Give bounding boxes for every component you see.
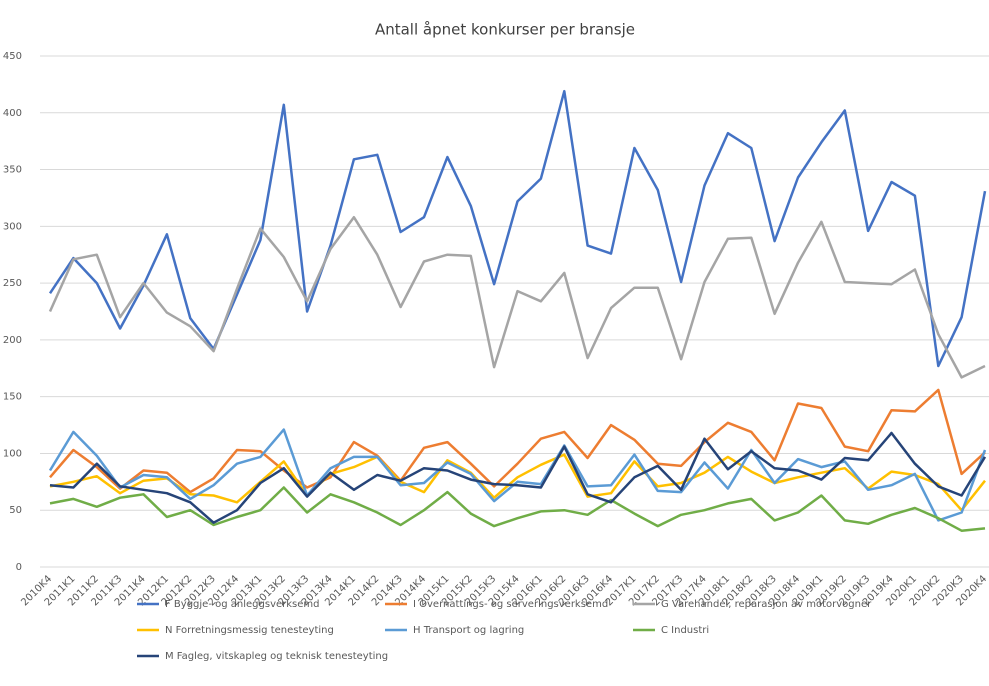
legend-label: H Transport og lagring xyxy=(413,625,524,636)
legend-label: I Overnattings- og serveringsverksemd xyxy=(413,599,608,610)
chart-title: Antall åpnet konkurser per bransje xyxy=(375,21,635,39)
series-line xyxy=(49,486,986,532)
legend-label: N Forretningsmessig tenesteyting xyxy=(165,625,334,636)
y-tick-label: 350 xyxy=(3,165,22,176)
y-tick-label: 450 xyxy=(3,51,22,62)
y-tick-label: 300 xyxy=(3,221,22,232)
series-line xyxy=(48,89,987,368)
y-tick-label: 250 xyxy=(3,278,22,289)
legend-label: F Byggje- og anleggsverksemd xyxy=(165,599,320,610)
y-tick-label: 100 xyxy=(3,448,22,459)
y-tick-label: 400 xyxy=(3,108,22,119)
series-line xyxy=(49,431,987,524)
series-line xyxy=(48,428,987,522)
y-tick-label: 50 xyxy=(9,505,22,516)
y-tick-label: 150 xyxy=(3,392,22,403)
y-tick-label: 0 xyxy=(16,562,22,573)
series-line xyxy=(49,388,986,494)
y-tick-label: 200 xyxy=(3,335,22,346)
legend-label: M Fagleg, vitskapleg og teknisk tenestey… xyxy=(165,651,388,662)
legend-label: C Industri xyxy=(661,625,709,636)
series-line xyxy=(48,215,986,379)
legend-label: G Varehandel, reparasjon av motorvogner xyxy=(661,599,872,610)
